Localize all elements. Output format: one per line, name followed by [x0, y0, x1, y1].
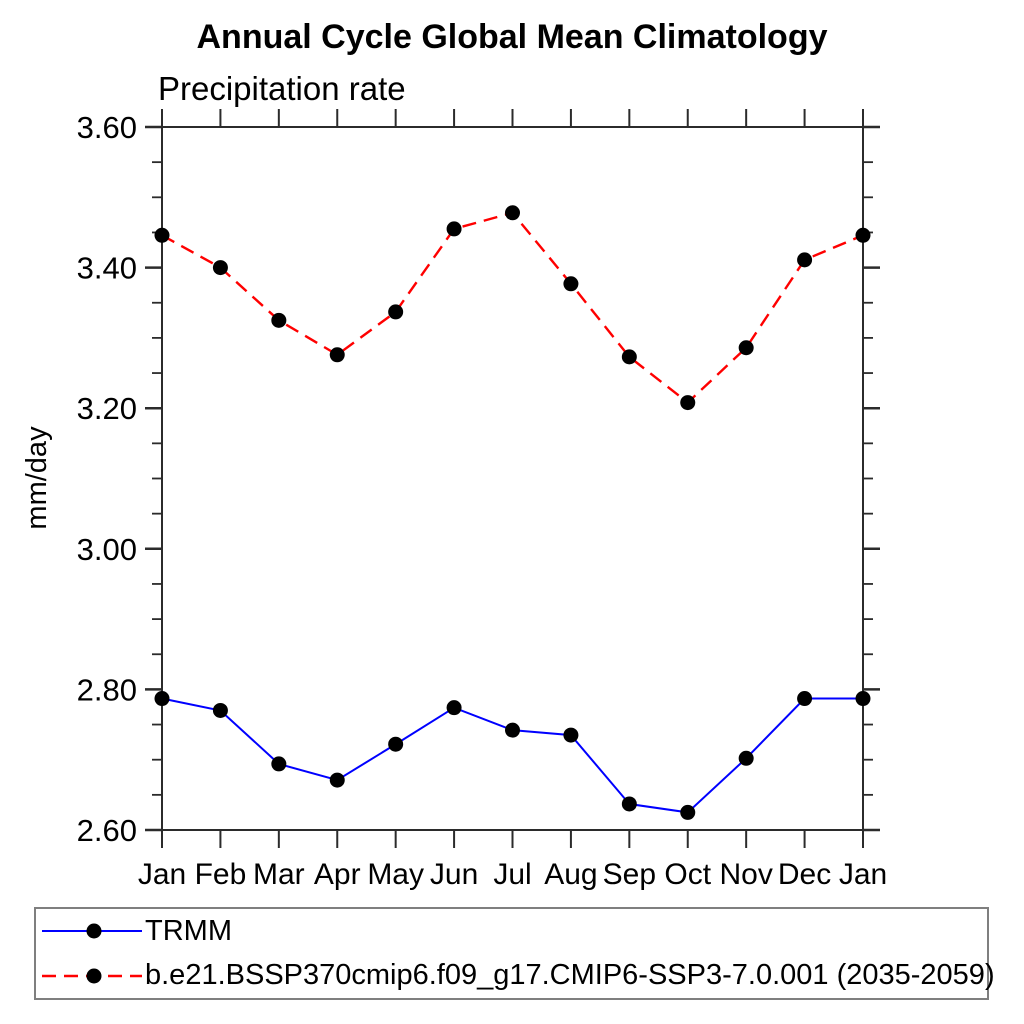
series-0-marker	[855, 691, 871, 707]
series-1-marker	[505, 205, 520, 221]
series-0-marker	[563, 727, 579, 743]
series-0-marker	[797, 691, 813, 707]
model-dashed-line-sample-icon	[42, 968, 142, 984]
chart-subtitle: Precipitation rate	[158, 70, 406, 107]
series-0-marker	[329, 772, 345, 788]
series-1-marker	[563, 276, 579, 292]
series-1-marker	[388, 304, 404, 320]
x-tick-label: May	[367, 858, 424, 891]
series-1-marker	[855, 227, 871, 243]
trmm-line-sample-icon	[42, 923, 142, 939]
series-0-marker	[738, 750, 754, 766]
x-tick-label: Sep	[603, 858, 656, 891]
x-tick-label: Jan	[138, 858, 186, 891]
series-line-0	[161, 697, 863, 814]
series-1-marker	[680, 395, 696, 411]
legend-label-model: b.e21.BSSP370cmip6.f09_g17.CMIP6-SSP3-7.…	[145, 959, 995, 992]
x-tick-label: Jan	[839, 858, 887, 891]
series-0-marker	[271, 756, 287, 772]
series-0-marker	[446, 700, 462, 716]
x-tick-label: Jul	[493, 858, 531, 891]
series-0-marker	[154, 691, 170, 707]
chart-title: Annual Cycle Global Mean Climatology	[196, 18, 828, 56]
series-1-marker	[154, 227, 170, 243]
y-tick-label: 3.20	[77, 391, 137, 426]
series-1-marker	[446, 221, 462, 237]
series-0-marker	[388, 736, 404, 752]
y-tick-label: 3.00	[77, 532, 137, 567]
series-0-marker	[621, 796, 637, 812]
series-1-marker	[271, 312, 287, 328]
series-0-marker	[505, 722, 520, 738]
y-tick-label: 2.60	[77, 813, 137, 848]
series-1-marker	[621, 349, 637, 365]
x-tick-label: Feb	[195, 858, 247, 891]
y-tick-label: 2.80	[77, 672, 137, 707]
y-tick-label: 3.60	[77, 110, 137, 145]
y-axis-title: mm/day	[21, 426, 53, 530]
legend-box: TRMM b.e21.BSSP370cmip6.f09_g17.CMIP6-SS…	[34, 907, 995, 1000]
series-line-1	[161, 211, 864, 405]
x-tick-label: Oct	[664, 858, 711, 891]
series-1-marker	[212, 260, 228, 276]
series-0-marker	[680, 804, 696, 820]
x-tick-label: Nov	[719, 858, 772, 891]
x-tick-label: Apr	[314, 858, 361, 891]
legend-row-trmm: TRMM	[36, 909, 987, 953]
x-tick-label: Aug	[544, 858, 597, 891]
x-tick-label: Mar	[253, 858, 305, 891]
series-0-marker	[212, 702, 228, 718]
legend-row-model: b.e21.BSSP370cmip6.f09_g17.CMIP6-SSP3-7.…	[36, 954, 995, 998]
y-tick-label: 3.40	[77, 251, 137, 286]
x-tick-label: Jun	[430, 858, 478, 891]
series-1-marker	[738, 340, 754, 356]
legend-label-trmm: TRMM	[145, 914, 232, 947]
series-1-marker	[329, 347, 345, 363]
series-1-marker	[797, 252, 813, 268]
x-tick-label: Dec	[778, 858, 831, 891]
